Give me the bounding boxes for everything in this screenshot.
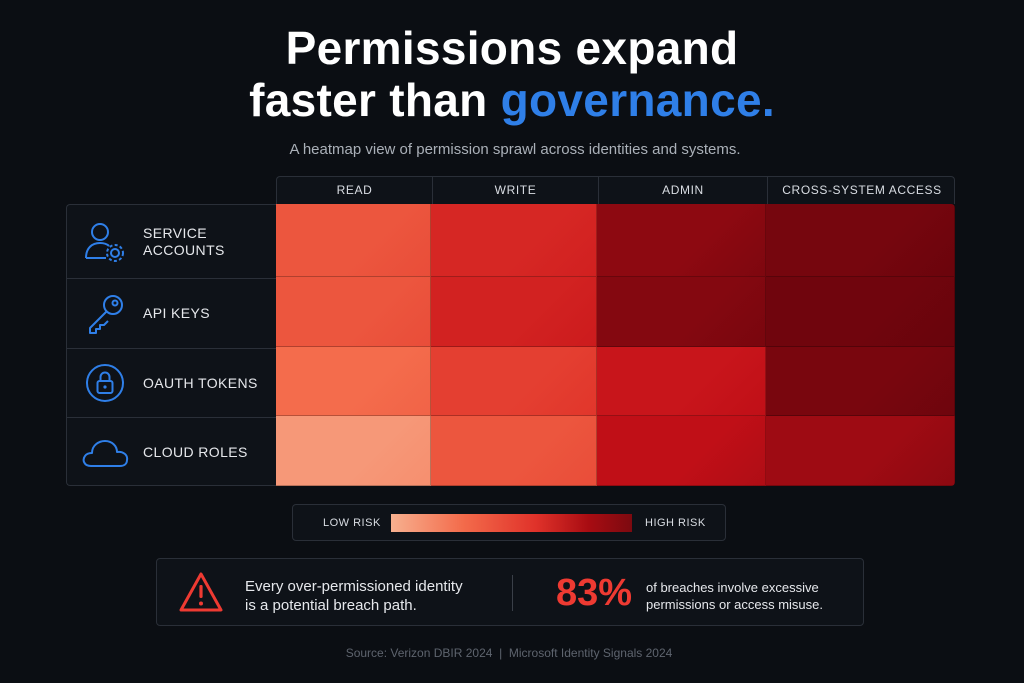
callout-statement: Every over-permissioned identity is a po… bbox=[245, 578, 463, 614]
title-plain: faster than bbox=[249, 74, 501, 126]
title-line-1: Permissions expand bbox=[285, 22, 739, 74]
heat-cell-r1-c2 bbox=[597, 277, 766, 347]
row-label: SERVICE ACCOUNTS bbox=[143, 224, 225, 258]
heat-cell-r3-c1 bbox=[431, 416, 597, 486]
heat-cell-r3-c3 bbox=[766, 416, 955, 486]
heat-cell-r2-c3 bbox=[766, 347, 955, 416]
user-gear-icon bbox=[67, 220, 143, 264]
column-header-read: READ bbox=[336, 183, 373, 197]
row-service-accounts: SERVICE ACCOUNTS bbox=[67, 205, 278, 278]
heat-cell-r0-c0 bbox=[276, 204, 431, 277]
heat-cell-r1-c3 bbox=[766, 277, 955, 347]
stat-value: 83% bbox=[556, 572, 633, 614]
legend-low-label: LOW RISK bbox=[323, 517, 381, 529]
title-line-2: faster than governance. bbox=[0, 74, 1024, 126]
column-header-write: WRITE bbox=[432, 177, 598, 205]
column-header-cross-system-access: CROSS-SYSTEM ACCESS bbox=[767, 177, 956, 205]
page-title: Permissions expand faster than governanc… bbox=[0, 22, 1024, 126]
row-cloud-roles: CLOUD ROLES bbox=[67, 417, 278, 487]
risk-legend: LOW RISK HIGH RISK bbox=[292, 504, 726, 541]
callout-divider bbox=[512, 575, 513, 611]
column-headers: READ WRITE ADMIN CROSS-SYSTEM ACCESS bbox=[276, 176, 956, 205]
heat-cell-r1-c0 bbox=[276, 277, 431, 347]
legend-high-label: HIGH RISK bbox=[645, 517, 706, 529]
heatmap-grid bbox=[276, 204, 955, 486]
row-api-keys: API KEYS bbox=[67, 278, 278, 348]
heat-cell-r0-c2 bbox=[597, 204, 766, 277]
stat-description: of breaches involve excessive permission… bbox=[646, 580, 823, 612]
key-icon bbox=[67, 291, 143, 337]
heat-cell-r2-c0 bbox=[276, 347, 431, 416]
heat-cell-r2-c1 bbox=[431, 347, 597, 416]
heat-cell-r3-c0 bbox=[276, 416, 431, 486]
source-note: Source: Verizon DBIR 2024 | Microsoft Id… bbox=[345, 646, 673, 660]
heat-cell-r2-c2 bbox=[597, 347, 766, 416]
row-label: CLOUD ROLES bbox=[143, 444, 248, 460]
lock-circle-icon bbox=[67, 360, 143, 406]
row-oauth-tokens: OAUTH TOKENS bbox=[67, 348, 278, 417]
row-label: OAUTH TOKENS bbox=[143, 374, 258, 391]
row-headers: SERVICE ACCOUNTS API KEYS OAUTH TOKENS CLOU… bbox=[66, 204, 278, 486]
column-header-admin: ADMIN bbox=[598, 177, 767, 205]
title-accent: governance. bbox=[500, 74, 775, 126]
cloud-icon bbox=[67, 433, 143, 473]
warning-icon bbox=[177, 570, 225, 619]
heat-cell-r0-c3 bbox=[766, 204, 955, 277]
heat-cell-r3-c2 bbox=[597, 416, 766, 486]
callout-panel: Every over-permissioned identity is a po… bbox=[156, 558, 864, 626]
heat-cell-r0-c1 bbox=[431, 204, 597, 277]
legend-gradient-bar bbox=[391, 514, 632, 532]
subtitle: A heatmap view of permission sprawl acro… bbox=[289, 141, 741, 158]
heat-cell-r1-c1 bbox=[431, 277, 597, 347]
row-label: API KEYS bbox=[143, 305, 211, 321]
